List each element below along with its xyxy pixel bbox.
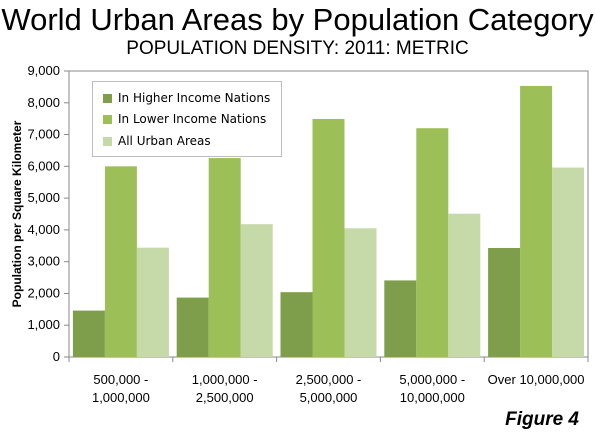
y-tick-label: 3,000 [27, 254, 60, 269]
lower-income-bar [520, 85, 553, 358]
y-tick-label: 4,000 [27, 222, 60, 237]
x-tick-label: 1,000,000 [92, 390, 150, 405]
x-tick-label: 2,500,000 [196, 390, 254, 405]
chart-subtitle: POPULATION DENSITY: 2011: METRIC [126, 38, 469, 59]
figure-label: Figure 4 [505, 409, 579, 430]
x-tick-label: 5,000,000 - [399, 372, 465, 387]
all-urban-bar [240, 224, 273, 357]
legend-label-higher: In Higher Income Nations [118, 91, 271, 105]
all-urban-bar [344, 228, 377, 357]
y-tick-label: 8,000 [27, 95, 60, 110]
legend-item-all: All Urban Areas [103, 132, 211, 150]
legend-swatch-higher [103, 93, 112, 103]
y-tick-label: 0 [53, 349, 60, 364]
y-tick-label: 2,000 [27, 285, 60, 300]
higher-income-bar [280, 292, 313, 357]
legend-swatch-lower [103, 114, 112, 124]
y-tick-label: 1,000 [27, 317, 60, 332]
all-urban-bar [136, 247, 169, 357]
y-tick-label: 5,000 [27, 190, 60, 205]
x-tick-label: 5,000,000 [300, 390, 358, 405]
all-urban-bar [552, 167, 585, 357]
y-axis-label: Population per Square Kilometer [10, 120, 24, 307]
legend-label-all: All Urban Areas [118, 134, 211, 148]
lower-income-bar [312, 118, 345, 358]
x-tick-label: 10,000,000 [400, 390, 465, 405]
all-urban-bar [448, 213, 481, 357]
lower-income-bar [416, 128, 449, 357]
legend-item-lower: In Lower Income Nations [103, 110, 266, 128]
x-tick-label: 2,500,000 - [296, 372, 362, 387]
chart-legend: In Higher Income Nations In Lower Income… [92, 81, 282, 157]
legend-swatch-all [103, 136, 112, 146]
chart-title: World Urban Areas by Population Category [1, 2, 594, 37]
lower-income-bar [208, 158, 241, 357]
x-tick-label: Over 10,000,000 [488, 372, 585, 387]
higher-income-bar [488, 248, 521, 357]
x-tick-label: 1,000,000 - [192, 372, 258, 387]
higher-income-bar [384, 280, 417, 357]
y-tick-label: 7,000 [27, 127, 60, 142]
higher-income-bar [72, 310, 105, 357]
legend-label-lower: In Lower Income Nations [118, 112, 267, 126]
lower-income-bar [104, 166, 137, 357]
higher-income-bar [176, 297, 209, 357]
x-tick-label: 500,000 - [93, 372, 148, 387]
legend-item-higher: In Higher Income Nations [103, 89, 270, 107]
y-tick-label: 9,000 [27, 63, 60, 78]
y-tick-label: 6,000 [27, 158, 60, 173]
